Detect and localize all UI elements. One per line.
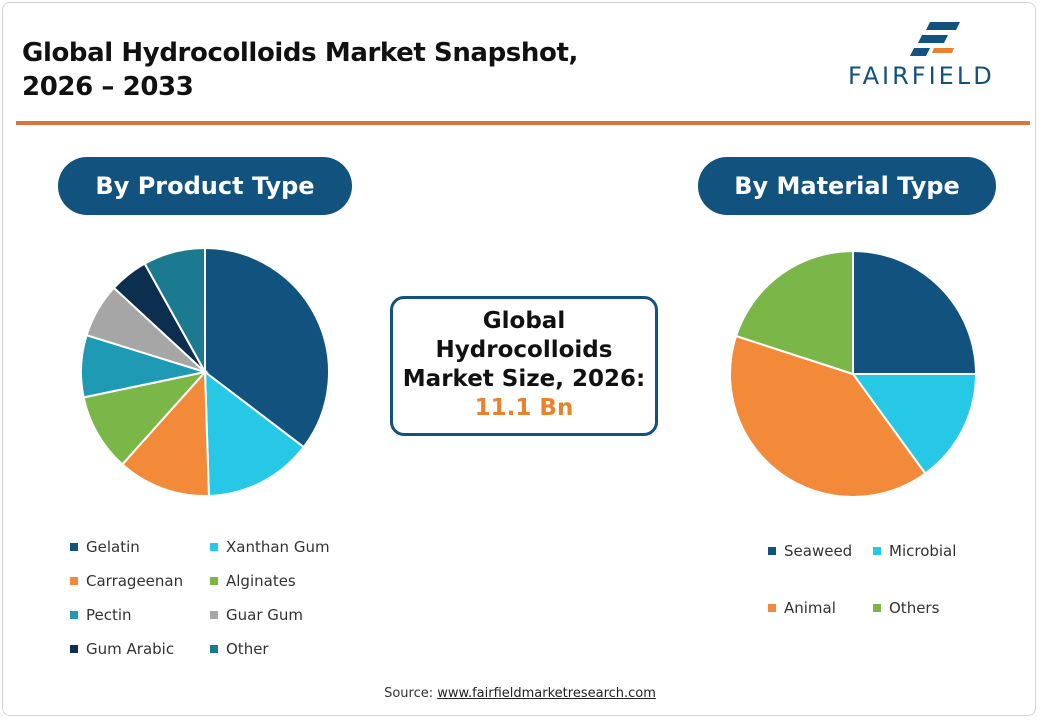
pie-slice-xanthan-gum xyxy=(203,369,306,497)
logo-text: FAIRFIELD xyxy=(848,62,995,90)
legend-swatch xyxy=(70,576,78,585)
title-line-2: 2026 – 2033 xyxy=(22,72,194,102)
legend-item-guar-gum: Guar Gum xyxy=(210,606,303,624)
legend-swatch xyxy=(768,546,776,555)
legend-item-carrageenan: Carrageenan xyxy=(70,572,183,590)
legend-swatch xyxy=(210,644,218,653)
legend-item-alginates: Alginates xyxy=(210,572,296,590)
legend-label: Seaweed xyxy=(784,542,853,560)
legend-label: Gelatin xyxy=(86,538,140,556)
source-link[interactable]: www.fairfieldmarketresearch.com xyxy=(437,686,656,701)
pie-slice-carrageenan xyxy=(120,369,210,497)
legend-swatch xyxy=(70,610,78,619)
legend-item-animal: Animal xyxy=(768,599,836,617)
header-divider xyxy=(16,121,1030,125)
legend-label: Pectin xyxy=(86,606,132,624)
legend-swatch xyxy=(70,644,78,653)
pie-slice-microbial xyxy=(851,373,978,475)
legend-swatch xyxy=(70,542,78,551)
legend-label: Others xyxy=(889,599,940,617)
page-title: Global Hydrocolloids Market Snapshot, 20… xyxy=(22,36,578,104)
legend-item-gum-arabic: Gum Arabic xyxy=(70,640,174,658)
legend-label: Guar Gum xyxy=(226,606,303,624)
pie-slice-gelatin xyxy=(204,246,330,449)
legend-item-other: Other xyxy=(210,640,269,658)
legend-swatch xyxy=(873,603,881,612)
title-line-1: Global Hydrocolloids Market Snapshot, xyxy=(22,38,578,68)
source-prefix: Source: xyxy=(384,686,438,701)
legend-label: Carrageenan xyxy=(86,572,184,590)
pie-slice-others xyxy=(734,249,854,376)
legend-swatch xyxy=(210,576,218,585)
legend-item-microbial: Microbial xyxy=(873,542,956,560)
logo-mark-icon xyxy=(910,22,960,56)
legend-item-seaweed: Seaweed xyxy=(768,542,852,560)
market-size-value: 11.1 Bn xyxy=(474,395,574,421)
pie-slice-alginates xyxy=(82,370,208,466)
product-type-heading: By Product Type xyxy=(58,157,352,215)
legend-label: Gum Arabic xyxy=(86,640,175,658)
market-size-box: Global Hydrocolloids Market Size, 2026: … xyxy=(390,296,658,436)
source-line: Source: www.fairfieldmarketresearch.com xyxy=(0,686,1040,701)
legend-swatch xyxy=(768,603,776,612)
legend-item-pectin: Pectin xyxy=(70,606,132,624)
legend-item-gelatin: Gelatin xyxy=(70,538,140,556)
legend-item-xanthan-gum: Xanthan Gum xyxy=(210,538,330,556)
pie-slice-seaweed xyxy=(852,249,978,375)
pie-slice-other xyxy=(143,246,206,376)
legend-swatch xyxy=(210,542,218,551)
legend-swatch xyxy=(210,610,218,619)
material-type-heading: By Material Type xyxy=(698,157,996,215)
legend-label: Xanthan Gum xyxy=(226,538,330,556)
legend-label: Other xyxy=(226,640,269,658)
legend-label: Alginates xyxy=(226,572,296,590)
legend-item-others: Others xyxy=(873,599,939,617)
market-size-label-1: Global xyxy=(482,308,566,334)
legend-label: Animal xyxy=(784,599,836,617)
market-size-label-3: Market Size, 2026: xyxy=(402,366,646,392)
legend-label: Microbial xyxy=(889,542,957,560)
pie-slice-animal xyxy=(729,334,927,498)
market-size-label-2: Hydrocolloids xyxy=(435,337,613,363)
fairfield-logo: FAIRFIELD xyxy=(848,20,1028,90)
legend-swatch xyxy=(873,546,881,555)
